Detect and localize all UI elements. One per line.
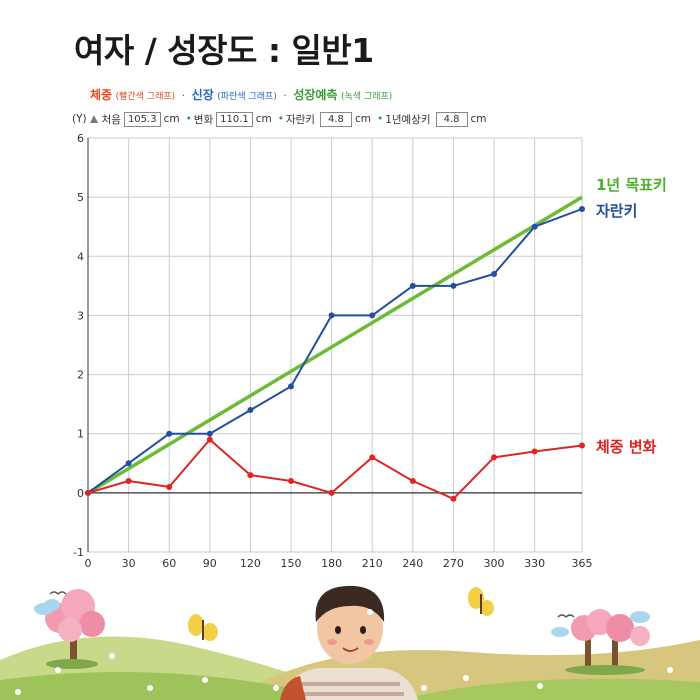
child-character-icon — [280, 585, 418, 700]
unit-cm: cm — [470, 113, 487, 125]
y-tick-label: 4 — [77, 250, 84, 263]
chart-series — [85, 195, 585, 502]
bullet-icon: • — [277, 113, 284, 125]
y-tick-label: 5 — [77, 191, 84, 204]
bird-icon — [49, 591, 67, 595]
series-label: 자란키 — [596, 202, 637, 220]
data-point — [125, 478, 132, 485]
butterfly-icon — [188, 614, 218, 641]
data-point — [579, 205, 585, 212]
butterfly-icon — [468, 587, 494, 616]
legend-weight-sub: (빨간색 그래프) — [115, 92, 176, 102]
chart-legend: 체중 (빨간색 그래프) · 신장 (파란색 그래프) · 성장예측 (녹색 그… — [90, 86, 392, 103]
data-point — [206, 430, 213, 437]
initial-label: 처음 — [101, 113, 121, 126]
data-point — [288, 478, 295, 485]
unit-cm: cm — [354, 113, 371, 125]
growth-params-row: (Y) 처음 105.3 cm • 변화 110.1 cm • 자란키 4.8 … — [72, 111, 487, 127]
y-tick-label: 0 — [77, 487, 84, 500]
y-tick-label: -1 — [73, 546, 84, 559]
data-point — [531, 448, 538, 455]
data-point — [328, 489, 335, 496]
data-point — [288, 383, 295, 390]
grass-right — [400, 678, 700, 700]
data-point — [166, 430, 173, 437]
x-tick-label: 365 — [572, 557, 593, 570]
data-point — [369, 312, 376, 319]
grass-left — [0, 672, 320, 700]
y-tick-label: 1 — [77, 428, 84, 441]
unit-cm: cm — [255, 113, 272, 125]
data-point — [491, 271, 498, 278]
blossom-tree-icon — [45, 589, 105, 669]
bird-icon — [557, 614, 575, 618]
x-tick-label: 0 — [85, 557, 92, 570]
data-point — [206, 436, 213, 443]
data-point — [125, 460, 132, 467]
blossom-tree-icon — [565, 609, 650, 675]
legend-predict-sub: (녹색 그래프) — [341, 92, 393, 102]
x-tick-label: 30 — [122, 557, 136, 570]
data-point — [409, 282, 416, 289]
data-point — [369, 454, 376, 461]
legend-separator: · — [181, 89, 186, 102]
growth-label: 자란키 — [285, 113, 315, 126]
up-arrow-icon — [89, 115, 98, 123]
data-point — [579, 442, 585, 449]
x-tick-label: 300 — [484, 557, 505, 570]
data-point — [409, 478, 416, 485]
y-unit-label: (Y) — [72, 113, 87, 125]
bullet-icon: • — [376, 113, 384, 125]
changed-height-field[interactable]: 110.1 — [216, 111, 253, 127]
change-label: 변화 — [193, 113, 214, 126]
legend-predict-key: 성장예측 — [293, 88, 338, 102]
data-point — [247, 407, 254, 414]
y-tick-label: 6 — [77, 132, 84, 145]
data-point — [491, 454, 498, 461]
initial-height-field[interactable]: 105.3 — [123, 111, 161, 127]
data-point — [166, 483, 173, 490]
cloud-icon — [34, 599, 60, 615]
series-label: 체중 변화 — [596, 438, 657, 456]
flower-decoration — [15, 653, 673, 695]
x-tick-label: 330 — [524, 557, 545, 570]
legend-separator: · — [283, 89, 287, 102]
legend-height-sub: (파란색 그래프) — [217, 92, 277, 102]
data-point — [328, 312, 335, 319]
data-point — [450, 282, 457, 289]
page-title: 여자 / 성장도 : 일반1 — [74, 31, 374, 70]
unit-cm: cm — [163, 113, 180, 125]
legend-weight-key: 체중 — [90, 88, 113, 102]
y-tick-label: 2 — [77, 369, 84, 382]
data-point — [531, 223, 538, 230]
data-point — [450, 495, 457, 502]
x-tick-label: 240 — [402, 557, 423, 570]
x-tick-label: 120 — [240, 557, 261, 570]
x-tick-label: 60 — [162, 557, 176, 570]
series-label: 1년 목표키 — [596, 176, 667, 194]
x-tick-label: 210 — [362, 557, 383, 570]
legend-height-key: 신장 — [191, 88, 214, 102]
x-tick-label: 150 — [281, 557, 302, 570]
series-line — [87, 195, 583, 495]
annual-label: 1년예상키 — [385, 113, 431, 126]
annual-field[interactable]: 4.8 — [435, 111, 468, 127]
bullet-icon: • — [185, 113, 192, 125]
data-point — [85, 489, 91, 496]
chart-labels: 0 30 60 90 120 150 180 210 240 270 300 330 365-10123… — [73, 132, 667, 570]
data-point — [247, 472, 254, 479]
x-tick-label: 270 — [443, 557, 464, 570]
growth-field[interactable]: 4.8 — [319, 111, 352, 127]
x-tick-label: 180 — [321, 557, 342, 570]
cloud-icon — [551, 611, 650, 637]
x-tick-label: 90 — [203, 557, 217, 570]
chart-axes — [87, 138, 582, 552]
y-tick-label: 3 — [77, 309, 84, 322]
